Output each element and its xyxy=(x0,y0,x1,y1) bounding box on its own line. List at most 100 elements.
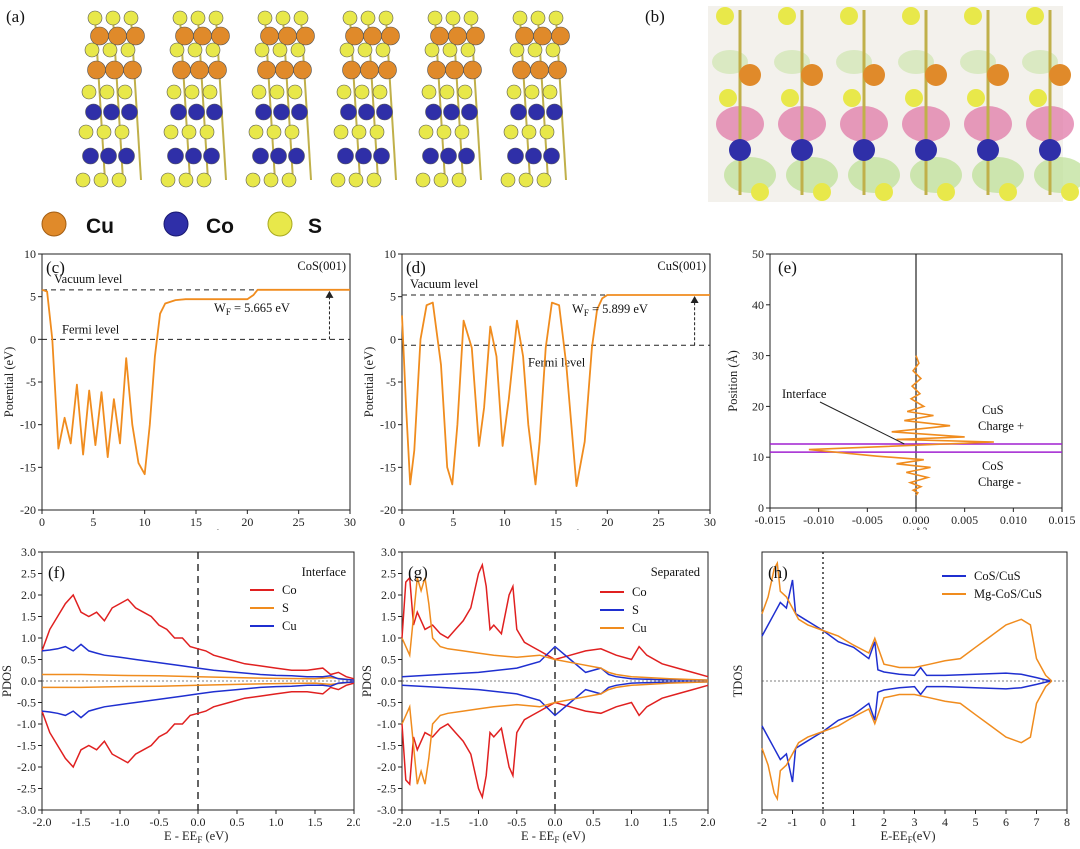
cu-atom xyxy=(381,26,400,46)
s-atom xyxy=(436,124,452,140)
s-atom xyxy=(190,10,206,26)
x-tick-label: 25 xyxy=(293,515,305,529)
x-axis-label: E - EEF (eV) xyxy=(164,829,228,845)
x-tick-label: -1.0 xyxy=(111,815,130,829)
y-tick-label: -0.5 xyxy=(17,696,36,710)
region-label: Charge + xyxy=(978,419,1024,433)
x-tick-label: 8 xyxy=(1064,815,1070,829)
x-tick-label: 0 xyxy=(399,515,405,529)
y-tick-label: -20 xyxy=(380,503,396,517)
s-atom xyxy=(248,124,264,140)
cu-atom xyxy=(863,64,885,86)
x-tick-label: -2.0 xyxy=(33,815,52,829)
s-atom xyxy=(102,42,118,58)
y-tick-label: -10 xyxy=(380,418,396,432)
s-atom xyxy=(336,84,352,100)
s-atom xyxy=(781,89,799,107)
y-tick-label: -15 xyxy=(20,460,36,474)
co-atom xyxy=(853,139,875,161)
y-tick-label: -1.5 xyxy=(17,739,36,753)
series-cu-spin-down xyxy=(41,681,355,719)
s-atom xyxy=(439,84,455,100)
s-atom xyxy=(196,172,212,188)
charge-depletion-lobe xyxy=(786,157,838,193)
s-atom xyxy=(1061,183,1079,201)
s-atom xyxy=(78,124,94,140)
cu-atom xyxy=(211,26,230,46)
cu-atom xyxy=(87,60,106,80)
cu-atom xyxy=(345,26,364,46)
y-tick-label: 3.0 xyxy=(381,545,396,559)
s-atom xyxy=(96,124,112,140)
s-atom xyxy=(187,42,203,58)
series-cos/cus-spin-up xyxy=(761,579,1052,682)
co-atom xyxy=(206,103,223,121)
s-atom xyxy=(369,124,385,140)
x-tick-label: 25 xyxy=(653,515,665,529)
s-atom xyxy=(512,10,528,26)
legend-entry: S xyxy=(282,601,289,615)
y-tick-label: 30 xyxy=(752,349,764,363)
s-atom xyxy=(457,84,473,100)
s-atom xyxy=(509,42,525,58)
x-tick-label: 2 xyxy=(881,815,887,829)
charge-depletion-lobe xyxy=(910,157,962,193)
y-tick-label: 50 xyxy=(752,247,764,261)
co-atom xyxy=(422,147,439,165)
s-atom xyxy=(506,84,522,100)
y-tick-label: -2.0 xyxy=(17,760,36,774)
chart-e-svg: -0.015 -0.010 -0.005 0.000 0.005 0.010 0.015 0 1… xyxy=(726,247,1076,530)
y-tick-label: 0 xyxy=(30,332,36,346)
charge-depletion-lobe xyxy=(848,157,900,193)
y-tick-label: 0.5 xyxy=(21,653,36,667)
cu-atom xyxy=(466,26,485,46)
work-function-arrowhead xyxy=(690,295,699,303)
y-tick-label: 1.0 xyxy=(21,631,36,645)
s-atom xyxy=(117,84,133,100)
s-atom xyxy=(99,84,115,100)
co-atom xyxy=(167,147,184,165)
plot-frame xyxy=(41,253,351,511)
cu-atom xyxy=(126,26,145,46)
cu-atom xyxy=(551,26,570,46)
s-atom xyxy=(366,172,382,188)
x-tick-label: -0.5 xyxy=(507,815,526,829)
s-atom xyxy=(530,10,546,26)
co-atom xyxy=(546,103,563,121)
co-atom xyxy=(103,103,120,121)
chart-f: -2.0 -1.5 -1.0 -0.5 0.0 0.5 1.0 1.5 2.0 -3.0 -2.5 -… xyxy=(0,540,360,849)
x-tick-label: 2.0 xyxy=(347,815,361,829)
co-atom-swatch xyxy=(163,211,189,237)
x-axis-label: Position (Å) xyxy=(165,529,226,530)
cu-atom xyxy=(533,26,552,46)
cu-atom xyxy=(448,26,467,46)
x-tick-label: 0.5 xyxy=(586,815,601,829)
y-tick-label: 0.0 xyxy=(381,674,396,688)
co-atom xyxy=(915,139,937,161)
y-tick-label: -2.5 xyxy=(17,782,36,796)
s-atom xyxy=(351,124,367,140)
cu-atom xyxy=(108,26,127,46)
s-atom xyxy=(245,172,261,188)
s-atom xyxy=(521,124,537,140)
s-atom xyxy=(172,10,188,26)
s-atom xyxy=(87,10,103,26)
x-tick-label: 5 xyxy=(973,815,979,829)
s-atom xyxy=(719,89,737,107)
cu-atom xyxy=(445,60,464,80)
x-tick-label: -0.010 xyxy=(803,513,834,527)
co-atom xyxy=(121,103,138,121)
y-tick-label: 5 xyxy=(30,290,36,304)
co-atom xyxy=(355,147,372,165)
cu-atom xyxy=(360,60,379,80)
x-tick-label: -0.015 xyxy=(755,513,786,527)
panel-label: (f) xyxy=(48,563,65,582)
y-tick-label: -3.0 xyxy=(377,803,396,817)
s-atom xyxy=(751,183,769,201)
cu-atom xyxy=(430,26,449,46)
co-atom xyxy=(203,147,220,165)
x-tick-label: 20 xyxy=(601,515,613,529)
chart-e: -0.015 -0.010 -0.005 0.000 0.005 0.010 0.015 0 1… xyxy=(720,240,1080,530)
s-atom xyxy=(503,124,519,140)
s-atom xyxy=(454,124,470,140)
